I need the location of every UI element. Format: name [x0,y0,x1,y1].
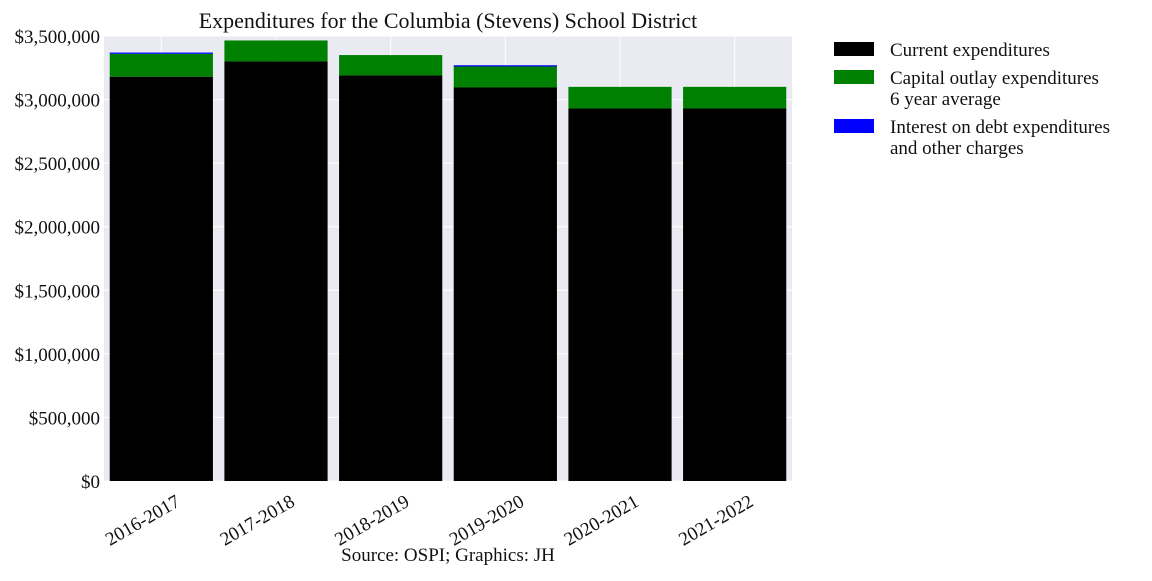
bar-series-1-2017-2018 [224,40,328,62]
bar-series-0-2018-2019 [339,75,443,482]
legend: Current expenditures Capital outlay expen… [834,40,1110,159]
x-axis: 2016-2017 2017-2018 2018-2019 2019-2020 2020… [102,491,757,550]
legend-label-0: Current expenditures [890,40,1050,61]
bar-series-0-2020-2021 [568,108,672,481]
x-tick-label: 2019-2020 [446,491,528,550]
legend-label-2: Interest on debt expenditures and other c… [890,117,1110,159]
bar-series-2-2016-2017 [109,52,213,54]
bar-series-1-2019-2020 [453,66,557,88]
legend-swatch-0 [834,42,874,56]
bar-series-0-2021-2022 [683,108,787,481]
y-tick-label: $2,000,000 [15,218,101,239]
plot-background [104,36,792,481]
x-tick-label: 2016-2017 [102,491,184,550]
bar-series-0-2016-2017 [109,76,213,481]
x-tick-label: 2020-2021 [561,491,643,550]
bar-series-1-2016-2017 [109,53,213,77]
y-tick-label: $3,500,000 [15,27,101,48]
y-tick-label: $2,500,000 [15,154,101,175]
x-tick-label: 2018-2019 [331,491,413,550]
bar-series-1-2018-2019 [339,55,443,76]
legend-swatch-2 [834,119,874,133]
bar-series-1-2020-2021 [568,86,672,109]
bar-series-2-2019-2020 [453,65,557,67]
bar-series-1-2021-2022 [683,86,787,109]
y-axis: $0 $500,000 $1,000,000 $1,500,000 $2,000,000… [15,27,101,493]
chart-title: Expenditures for the Columbia (Stevens) … [199,8,698,33]
y-tick-label: $1,500,000 [15,281,101,302]
bar-series-0-2019-2020 [453,87,557,481]
x-tick-label: 2017-2018 [217,491,299,550]
legend-label-1: Capital outlay expenditures 6 year averag… [890,68,1099,110]
y-tick-label: $3,000,000 [15,91,101,112]
bar-series-0-2017-2018 [224,61,328,482]
legend-swatch-1 [834,70,874,84]
y-tick-label: $500,000 [29,408,100,429]
y-tick-label: $0 [81,472,100,493]
x-axis-caption: Source: OSPI; Graphics: JH [341,545,555,566]
y-tick-label: $1,000,000 [15,345,101,366]
plot-area [104,35,792,482]
x-tick-label: 2021-2022 [675,491,757,550]
